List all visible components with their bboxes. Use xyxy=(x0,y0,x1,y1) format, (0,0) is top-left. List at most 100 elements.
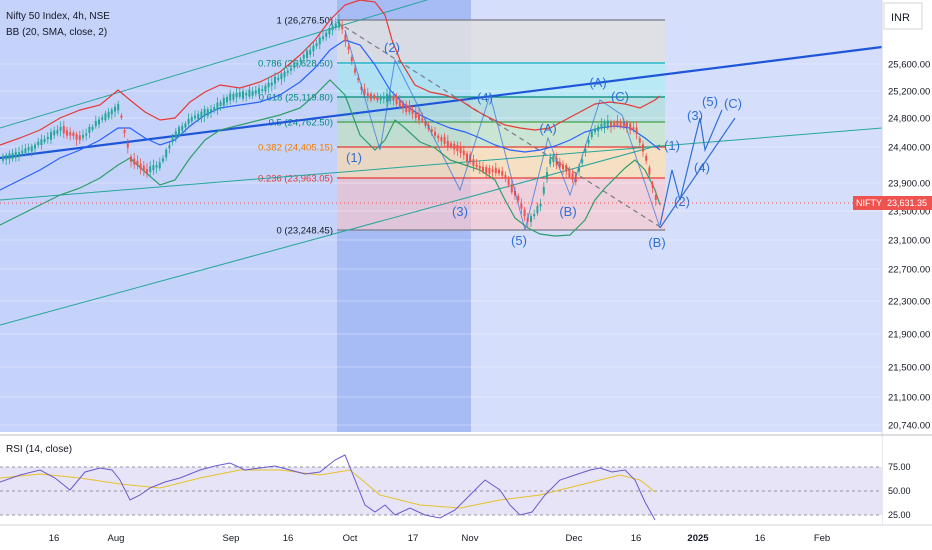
candle-body xyxy=(600,123,603,129)
candle-body xyxy=(379,96,382,101)
candle-body xyxy=(456,144,459,152)
candle-body xyxy=(299,59,302,63)
candle-body xyxy=(197,113,200,120)
candle-body xyxy=(69,132,72,136)
y-tick-label: 23,500.00 xyxy=(888,207,930,218)
wave-label: (3) xyxy=(452,204,468,219)
wave-label: (C) xyxy=(724,96,742,111)
candle-body xyxy=(341,25,344,30)
candle-body xyxy=(162,158,164,162)
candle-body xyxy=(91,126,94,130)
candle-body xyxy=(94,120,97,127)
candle-body xyxy=(174,131,177,139)
y-tick-label: 24,800.00 xyxy=(888,114,930,125)
candle-body xyxy=(117,104,120,111)
candle-body xyxy=(181,125,184,131)
candle-body xyxy=(306,50,308,58)
candle-body xyxy=(5,154,8,160)
candle-body xyxy=(98,119,100,125)
candle-body xyxy=(123,130,126,134)
candle-body xyxy=(392,95,395,101)
fib-box-382 xyxy=(337,147,665,178)
candle-body xyxy=(434,131,436,136)
time-axis-bg xyxy=(0,525,932,550)
candle-body xyxy=(619,121,622,127)
fib-box-236 xyxy=(337,178,665,230)
elliott-impulse-path xyxy=(344,29,526,231)
channel-mid-line xyxy=(0,127,883,201)
rsi-level-label: 25.00 xyxy=(888,510,911,520)
candle-body xyxy=(562,164,564,170)
candle-body xyxy=(408,105,411,113)
candle-body xyxy=(565,165,568,172)
fib-level-label: 1 (26,276.50) xyxy=(276,16,333,27)
wave-label: (2) xyxy=(384,40,400,55)
candle-body xyxy=(30,146,33,152)
candle-body xyxy=(520,203,523,209)
wave-label: (A) xyxy=(539,121,556,136)
y-tick-label: 25,600.00 xyxy=(888,60,930,71)
y-tick-label: 21,900.00 xyxy=(888,330,930,341)
candle-body xyxy=(210,109,212,112)
candle-body xyxy=(357,78,360,81)
candle-body xyxy=(654,195,657,200)
candle-body xyxy=(581,159,584,164)
wave-label: (1) xyxy=(664,138,680,153)
candle-body xyxy=(290,68,292,71)
candle-body xyxy=(398,100,401,107)
candle-body xyxy=(82,135,84,138)
candle-body xyxy=(418,113,420,121)
candle-body xyxy=(248,89,251,97)
candle-body xyxy=(293,62,296,68)
candle-body xyxy=(158,162,161,169)
candle-body xyxy=(482,166,484,172)
candle-body xyxy=(485,167,488,174)
fib-level-label: 0.786 (25,628.50) xyxy=(258,59,333,70)
candle-body xyxy=(331,25,334,31)
x-tick-label: 16 xyxy=(755,533,766,544)
candle-body xyxy=(629,123,632,131)
candle-body xyxy=(56,130,59,134)
candle-body xyxy=(2,155,4,161)
x-tick-label: 2025 xyxy=(687,533,709,544)
candle-body xyxy=(414,112,417,118)
candle-body xyxy=(235,92,238,98)
wave-label: (3) xyxy=(687,108,703,123)
candle-body xyxy=(242,91,244,99)
candle-body xyxy=(507,178,510,185)
candle-body xyxy=(366,93,369,96)
wave-label: (1) xyxy=(346,150,362,165)
candle-body xyxy=(194,115,196,119)
wave-label: (A) xyxy=(589,75,606,90)
candle-body xyxy=(350,57,353,62)
candle-body xyxy=(40,139,43,146)
rsi-level-label: 50.00 xyxy=(888,486,911,496)
candle-body xyxy=(491,169,494,172)
candle-body xyxy=(318,37,321,45)
candle-body xyxy=(443,136,446,144)
fib-level-label: 0 (23,248.45) xyxy=(276,226,333,237)
candle-body xyxy=(270,82,273,86)
candle-body xyxy=(130,156,132,162)
candle-body xyxy=(510,184,513,193)
candle-body xyxy=(322,36,324,40)
candle-body xyxy=(245,93,248,96)
candle-body xyxy=(603,121,606,128)
candle-body xyxy=(386,94,388,102)
currency-box[interactable] xyxy=(883,2,923,30)
candle-body xyxy=(344,34,347,42)
candle-body xyxy=(405,104,408,113)
candle-body xyxy=(606,120,609,127)
candle-body xyxy=(66,130,68,136)
candle-body xyxy=(277,77,280,80)
price-tag-price: 23,631.35 xyxy=(887,198,927,208)
candle-body xyxy=(558,161,561,168)
candle-body xyxy=(59,126,62,131)
candle-body xyxy=(472,159,475,166)
candle-body xyxy=(363,88,366,95)
candle-body xyxy=(184,123,187,128)
candle-body xyxy=(645,156,648,161)
fib-box-top xyxy=(337,20,665,63)
candle-body xyxy=(501,171,504,176)
